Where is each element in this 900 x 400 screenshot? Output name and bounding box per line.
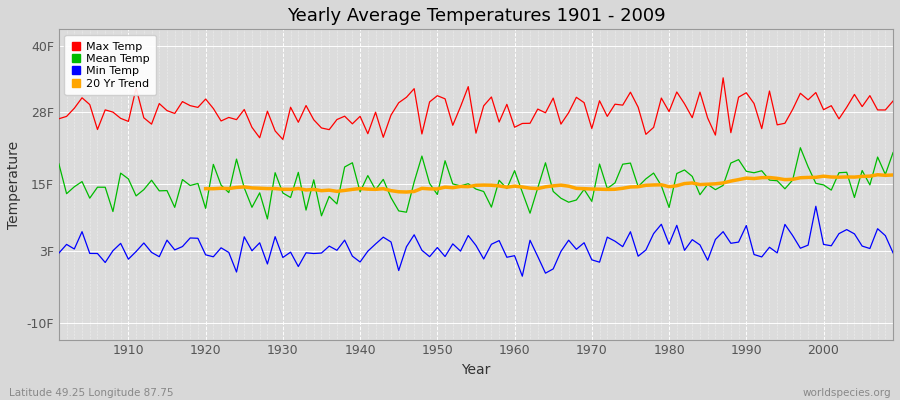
- Legend: Max Temp, Mean Temp, Min Temp, 20 Yr Trend: Max Temp, Mean Temp, Min Temp, 20 Yr Tre…: [65, 35, 156, 95]
- Title: Yearly Average Temperatures 1901 - 2009: Yearly Average Temperatures 1901 - 2009: [286, 7, 665, 25]
- Text: worldspecies.org: worldspecies.org: [803, 388, 891, 398]
- Y-axis label: Temperature: Temperature: [7, 140, 21, 228]
- Text: Latitude 49.25 Longitude 87.75: Latitude 49.25 Longitude 87.75: [9, 388, 174, 398]
- X-axis label: Year: Year: [462, 363, 490, 377]
